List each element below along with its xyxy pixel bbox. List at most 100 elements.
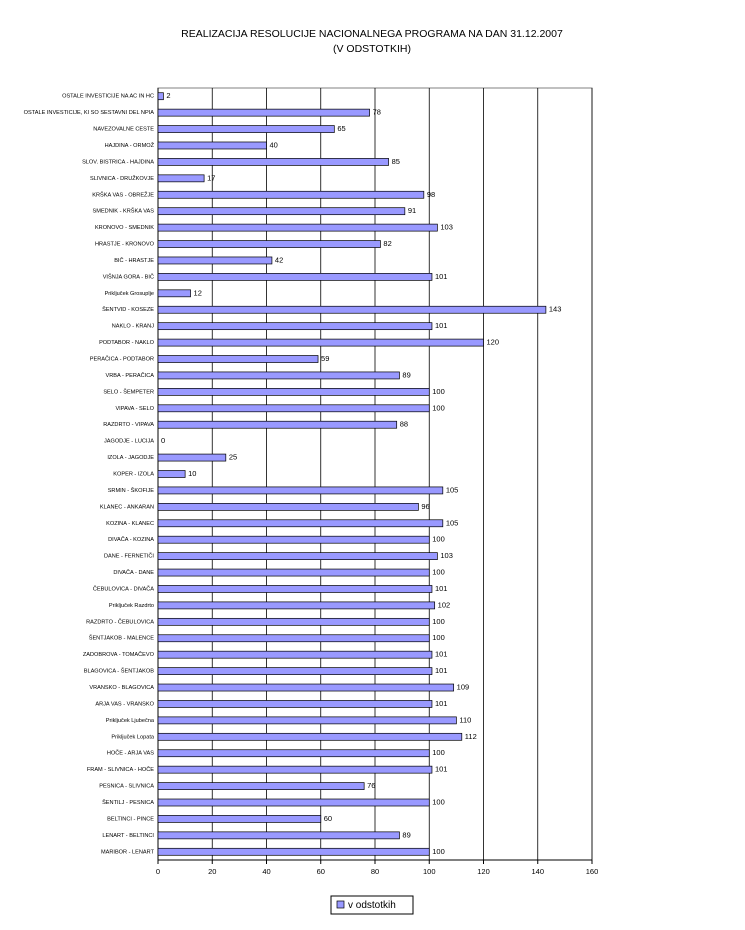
bar <box>157 519 444 528</box>
y-tick-label: RAZDRTO - VIPAVA <box>103 422 154 428</box>
y-tick-label: SRMIN - ŠKOFIJE <box>108 487 155 494</box>
y-tick-label: KOPER - IZOLA <box>113 471 154 477</box>
data-label: 40 <box>270 140 278 149</box>
y-tick-label: ČEBULOVICA - DIVAČA <box>93 585 154 592</box>
data-label: 88 <box>400 420 408 429</box>
data-label: 100 <box>432 617 445 626</box>
data-label: 2 <box>166 91 170 100</box>
legend-label: v odstotkih <box>348 900 396 911</box>
bar <box>157 601 436 610</box>
x-tick-label: 60 <box>317 867 325 876</box>
y-tick-label: Priključek Lopata <box>111 734 154 740</box>
data-label: 65 <box>337 124 345 133</box>
bar <box>157 125 335 133</box>
bar <box>157 289 191 298</box>
x-tick-label: 100 <box>423 867 436 876</box>
y-tick-label: SELO - ŠEMPETER <box>103 388 154 395</box>
data-label: 143 <box>549 305 562 314</box>
data-label: 120 <box>487 338 500 347</box>
data-label: 89 <box>402 830 410 839</box>
bar <box>157 190 425 199</box>
y-tick-label: HOČE - ARJA VAS <box>107 750 154 757</box>
y-tick-label: SLIVNICA - DRUŽKOVJE <box>90 174 154 182</box>
y-tick-label: MARIBOR - LENART <box>101 849 155 855</box>
bar <box>157 322 433 331</box>
bar <box>157 108 370 117</box>
data-label: 101 <box>435 650 448 659</box>
data-label: 60 <box>324 814 332 823</box>
y-tick-label: PODTABOR - NAKLO <box>99 340 155 346</box>
bar <box>157 831 400 840</box>
data-label: 89 <box>402 370 410 379</box>
data-label: 101 <box>435 272 448 281</box>
bar <box>157 782 365 790</box>
bar <box>157 355 319 363</box>
bar <box>157 453 227 462</box>
y-tick-label: FRAM - SLIVNICA - HOČE <box>87 766 154 773</box>
data-label: 59 <box>321 354 329 363</box>
y-tick-label: KRŠKA VAS - OBREŽJE <box>92 190 154 198</box>
y-tick-label: PERAČICA - PODTABOR <box>90 356 154 363</box>
bar <box>157 420 398 429</box>
bar <box>157 683 455 692</box>
y-tick-label: VIPAVA - SELO <box>115 406 154 412</box>
y-tick-label: VIŠNJA GORA - BIČ <box>103 273 154 280</box>
data-label: 100 <box>432 403 445 412</box>
bar <box>157 568 430 577</box>
y-tick-label: HAJDINA - ORMOŽ <box>105 141 155 149</box>
data-label: 101 <box>435 666 448 675</box>
chart-subtitle: (V ODSTOTKIH) <box>333 43 411 55</box>
y-tick-label: BLAGOVICA - ŠENTJAKOB <box>84 668 155 675</box>
data-label: 102 <box>438 600 451 609</box>
bar <box>157 338 484 347</box>
y-tick-label: KRONOVO - SMEDNIK <box>95 225 154 231</box>
y-tick-label: DIVAČA - KOZINA <box>108 536 154 543</box>
y-tick-label: Priključek Ljubečna <box>106 718 155 724</box>
y-tick-label: RAZDRTO - ČEBULOVICA <box>86 618 154 625</box>
data-label: 101 <box>435 584 448 593</box>
y-tick-label: OSTALE INVESTICIJE, KI SO SESTAVNI DEL N… <box>24 110 155 116</box>
bar <box>157 700 433 708</box>
x-tick-label: 80 <box>371 867 379 876</box>
data-label: 101 <box>435 321 448 330</box>
data-label: 110 <box>459 715 471 724</box>
y-tick-label: ŠENTJAKOB - MALENCE <box>89 635 155 642</box>
bar <box>157 732 463 741</box>
chart-title: REALIZACIJA RESOLUCIJE NACIONALNEGA PROG… <box>181 28 563 40</box>
bar <box>157 470 186 478</box>
data-label: 98 <box>427 190 435 199</box>
bar <box>157 223 438 232</box>
y-tick-label: Priključek Razdrto <box>109 603 154 609</box>
bar <box>157 749 430 758</box>
y-tick-label: NAKLO - KRANJ <box>112 324 154 330</box>
bar <box>157 815 322 823</box>
data-label: 103 <box>440 551 453 560</box>
bar <box>157 174 205 183</box>
bar <box>157 617 430 626</box>
bar <box>157 650 433 659</box>
bar <box>157 158 389 166</box>
bar <box>157 798 430 807</box>
y-tick-label: OSTALE INVESTICIJE NA AC IN HC <box>62 94 154 100</box>
data-label: 96 <box>421 502 429 511</box>
data-label: 10 <box>188 469 196 478</box>
bar <box>157 273 433 281</box>
legend-swatch <box>336 900 345 909</box>
y-tick-label: DANE - FERNETIČI <box>104 553 154 560</box>
data-label: 42 <box>275 255 283 264</box>
data-label: 100 <box>432 568 445 577</box>
data-label: 100 <box>432 797 445 806</box>
y-tick-label: ŠENTILJ - PESNICA <box>102 799 154 806</box>
data-label: 17 <box>207 173 215 182</box>
y-tick-label: IZOLA - JAGODJE <box>107 455 154 461</box>
data-label: 109 <box>457 683 470 692</box>
x-tick-label: 160 <box>586 867 599 876</box>
y-tick-label: KLANEC - ANKARAN <box>100 504 154 510</box>
data-label: 101 <box>435 765 448 774</box>
legend-box <box>330 895 414 915</box>
bar <box>157 240 381 248</box>
data-label: 78 <box>373 108 381 117</box>
data-label: 103 <box>440 223 453 232</box>
bar <box>157 305 547 314</box>
bar <box>157 486 444 495</box>
